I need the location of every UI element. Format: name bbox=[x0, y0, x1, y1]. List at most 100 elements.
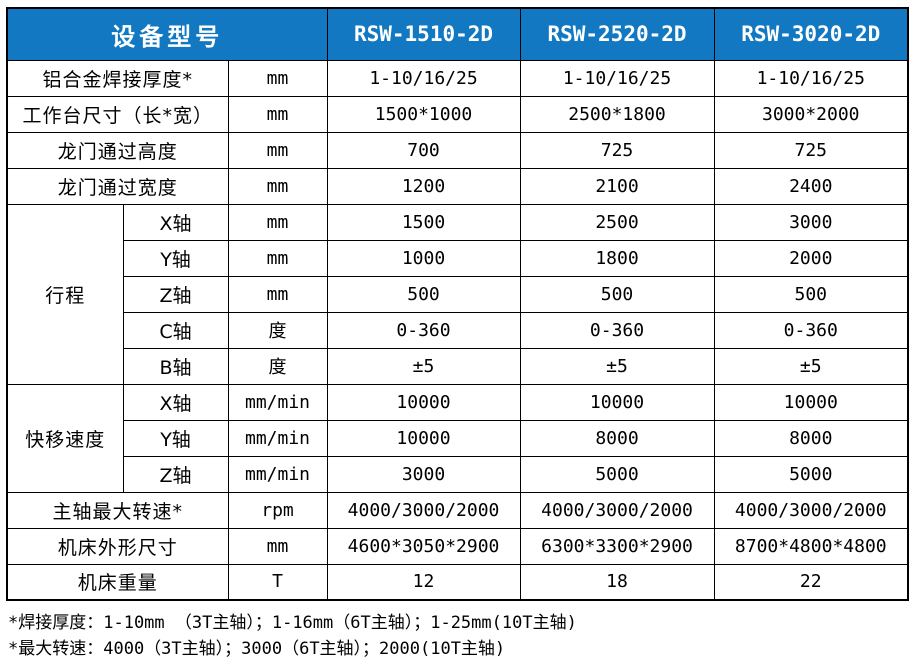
value-cell: 500 bbox=[713, 275, 909, 313]
value-cell: 2500 bbox=[519, 203, 715, 241]
value-cell: 2100 bbox=[519, 167, 715, 205]
axis-label-cell: Y轴 bbox=[122, 239, 229, 277]
spec-name-cell: 龙门通过宽度 bbox=[6, 167, 229, 205]
table-header: 设备型号 RSW-1510-2D RSW-2520-2D RSW-3020-2D bbox=[6, 7, 909, 61]
value-cell: 4000/3000/2000 bbox=[519, 491, 715, 529]
model-header-rsw-3020-2d: RSW-3020-2D bbox=[713, 7, 909, 61]
unit-cell: mm bbox=[227, 95, 328, 133]
axis-label-cell: X轴 bbox=[122, 383, 229, 421]
table-row: C轴 度 0-360 0-360 0-360 bbox=[7, 311, 909, 349]
axis-label-cell: X轴 bbox=[122, 203, 229, 241]
value-cell: ±5 bbox=[326, 347, 521, 385]
spec-name-cell: 龙门通过高度 bbox=[6, 131, 229, 169]
table-row: 行程 X轴 mm 1500 2500 3000 bbox=[6, 203, 909, 385]
axis-label-cell: Z轴 bbox=[122, 455, 229, 493]
table-row: 机床重量 T 12 18 22 bbox=[6, 563, 909, 601]
value-cell: 4000/3000/2000 bbox=[326, 491, 521, 529]
unit-cell: 度 bbox=[227, 347, 328, 385]
unit-cell: mm bbox=[227, 275, 328, 313]
header-row: 设备型号 RSW-1510-2D RSW-2520-2D RSW-3020-2D bbox=[6, 7, 909, 61]
value-cell: 1800 bbox=[519, 239, 715, 277]
unit-cell: mm/min bbox=[227, 419, 328, 457]
value-cell: 10000 bbox=[326, 383, 521, 421]
table-row: 主轴最大转速* rpm 4000/3000/2000 4000/3000/200… bbox=[6, 491, 909, 529]
table-row: Y轴 mm 1000 1800 2000 bbox=[7, 239, 909, 277]
table-body: 铝合金焊接厚度* mm 1-10/16/25 1-10/16/25 1-10/1… bbox=[6, 59, 909, 601]
value-cell: 4000/3000/2000 bbox=[713, 491, 909, 529]
value-cell: 700 bbox=[326, 131, 521, 169]
value-cell: 1-10/16/25 bbox=[713, 59, 909, 97]
value-cell: 500 bbox=[519, 275, 715, 313]
value-cell: 1000 bbox=[326, 239, 521, 277]
table-row: 机床外形尺寸 mm 4600*3050*2900 6300*3300*2900 … bbox=[6, 527, 909, 565]
value-cell: 12 bbox=[326, 563, 521, 601]
table-row: B轴 度 ±5 ±5 ±5 bbox=[7, 347, 909, 385]
value-cell: 0-360 bbox=[713, 311, 909, 349]
spec-name-cell: 工作台尺寸（长*宽） bbox=[6, 95, 229, 133]
footnote-max-speed: *最大转速：4000（3T主轴）；3000（6T主轴）；2000(10T主轴) bbox=[8, 639, 506, 659]
value-cell: 8000 bbox=[519, 419, 715, 457]
spec-table: 设备型号 RSW-1510-2D RSW-2520-2D RSW-3020-2D… bbox=[6, 7, 910, 601]
unit-cell: mm bbox=[227, 131, 328, 169]
spec-name-cell: 机床外形尺寸 bbox=[6, 527, 229, 565]
unit-cell: mm bbox=[227, 59, 328, 97]
unit-cell: mm bbox=[227, 203, 328, 241]
value-cell: 0-360 bbox=[519, 311, 715, 349]
value-cell: ±5 bbox=[519, 347, 715, 385]
table-row: Z轴 mm/min 3000 5000 5000 bbox=[7, 455, 909, 493]
unit-cell: mm bbox=[227, 527, 328, 565]
value-cell: 5000 bbox=[713, 455, 909, 493]
unit-cell: T bbox=[227, 563, 328, 601]
value-cell: 8000 bbox=[713, 419, 909, 457]
value-cell: 2500*1800 bbox=[519, 95, 715, 133]
value-cell: 3000 bbox=[326, 455, 521, 493]
value-cell: 6300*3300*2900 bbox=[519, 527, 715, 565]
table-row: 快移速度 X轴 mm/min 10000 10000 10000 bbox=[6, 383, 909, 493]
spec-name-cell: 机床重量 bbox=[6, 563, 229, 601]
value-cell: 2400 bbox=[713, 167, 909, 205]
value-cell: 10000 bbox=[713, 383, 909, 421]
unit-cell: rpm bbox=[227, 491, 328, 529]
value-cell: 2000 bbox=[713, 239, 909, 277]
group-label-stroke: 行程 bbox=[6, 203, 124, 385]
spec-name-cell: 铝合金焊接厚度* bbox=[6, 59, 229, 97]
table-row: 龙门通过宽度 mm 1200 2100 2400 bbox=[6, 167, 909, 205]
value-cell: 10000 bbox=[519, 383, 715, 421]
value-cell: ±5 bbox=[713, 347, 909, 385]
model-header-rsw-1510-2d: RSW-1510-2D bbox=[326, 7, 521, 61]
footnotes: *焊接厚度：1-10mm （3T主轴）；1-16mm（6T主轴）；1-25mm(… bbox=[8, 610, 912, 662]
value-cell: 3000*2000 bbox=[713, 95, 909, 133]
value-cell: 8700*4800*4800 bbox=[713, 527, 909, 565]
value-cell: 725 bbox=[519, 131, 715, 169]
unit-cell: mm bbox=[227, 167, 328, 205]
value-cell: 1500 bbox=[326, 203, 521, 241]
model-header-rsw-2520-2d: RSW-2520-2D bbox=[519, 7, 715, 61]
value-cell: 1-10/16/25 bbox=[519, 59, 715, 97]
axis-label-cell: Z轴 bbox=[122, 275, 229, 313]
value-cell: 1-10/16/25 bbox=[326, 59, 521, 97]
unit-cell: mm/min bbox=[227, 455, 328, 493]
footnote-welding-thickness: *焊接厚度：1-10mm （3T主轴）；1-16mm（6T主轴）；1-25mm(… bbox=[8, 613, 577, 633]
value-cell: 0-360 bbox=[326, 311, 521, 349]
value-cell: 1200 bbox=[326, 167, 521, 205]
spec-name-cell: 主轴最大转速* bbox=[6, 491, 229, 529]
table-row: Z轴 mm 500 500 500 bbox=[7, 275, 909, 313]
value-cell: 18 bbox=[519, 563, 715, 601]
group-label-rapid-speed: 快移速度 bbox=[6, 383, 124, 493]
table-row: 工作台尺寸（长*宽） mm 1500*1000 2500*1800 3000*2… bbox=[6, 95, 909, 133]
value-cell: 725 bbox=[713, 131, 909, 169]
unit-cell: mm bbox=[227, 239, 328, 277]
unit-cell: mm/min bbox=[227, 383, 328, 421]
table-row: 龙门通过高度 mm 700 725 725 bbox=[6, 131, 909, 169]
device-model-header-label: 设备型号 bbox=[6, 7, 328, 61]
value-cell: 500 bbox=[326, 275, 521, 313]
value-cell: 22 bbox=[713, 563, 909, 601]
axis-label-cell: Y轴 bbox=[122, 419, 229, 457]
value-cell: 4600*3050*2900 bbox=[326, 527, 521, 565]
axis-label-cell: C轴 bbox=[122, 311, 229, 349]
value-cell: 10000 bbox=[326, 419, 521, 457]
axis-label-cell: B轴 bbox=[122, 347, 229, 385]
value-cell: 5000 bbox=[519, 455, 715, 493]
table-row: Y轴 mm/min 10000 8000 8000 bbox=[7, 419, 909, 457]
